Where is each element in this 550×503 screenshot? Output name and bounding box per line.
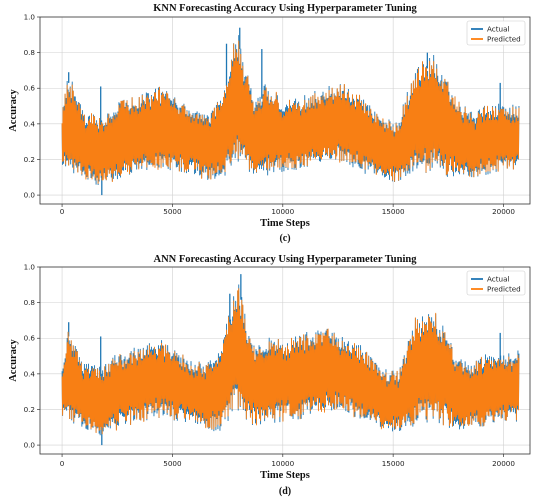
legend-label-predicted: Predicted bbox=[487, 35, 521, 44]
series-actual-line bbox=[61, 284, 520, 436]
chart-panel-d: ANN Forecasting Accuracy Using Hyperpara… bbox=[8, 254, 531, 497]
legend-label-predicted: Predicted bbox=[487, 285, 521, 294]
panel-caption: (c) bbox=[279, 233, 290, 244]
y-tick-label: 1.0 bbox=[24, 263, 36, 272]
y-tick-label: 0.2 bbox=[24, 155, 35, 164]
chart-title: ANN Forecasting Accuracy Using Hyperpara… bbox=[154, 254, 418, 265]
y-tick-label: 0.4 bbox=[24, 119, 36, 128]
y-axis-label: Accuracy bbox=[8, 88, 19, 131]
chart-title: KNN Forecasting Accuracy Using Hyperpara… bbox=[153, 3, 417, 14]
panel-caption: (d) bbox=[279, 486, 291, 497]
y-tick-label: 0.0 bbox=[24, 191, 36, 200]
plot-frame bbox=[39, 266, 531, 455]
x-tick-label: 20000 bbox=[492, 459, 515, 468]
x-tick-label: 0 bbox=[60, 459, 65, 468]
y-tick-label: 0.6 bbox=[24, 334, 36, 343]
x-tick-label: 5000 bbox=[163, 207, 182, 216]
legend-label-actual: Actual bbox=[487, 275, 510, 284]
y-tick-label: 0.0 bbox=[24, 441, 36, 450]
y-axis-label: Accuracy bbox=[8, 338, 19, 381]
series-actual-line bbox=[61, 35, 520, 186]
plot-area bbox=[61, 274, 520, 446]
y-tick-label: 0.8 bbox=[24, 298, 36, 307]
x-axis-label: Time Steps bbox=[260, 218, 310, 229]
y-tick-label: 0.4 bbox=[24, 369, 36, 378]
x-tick-label: 5000 bbox=[163, 459, 182, 468]
series-predicted-line bbox=[61, 288, 520, 435]
legend-label-actual: Actual bbox=[487, 25, 510, 34]
plot-frame bbox=[39, 16, 531, 205]
series-predicted-line bbox=[61, 40, 520, 184]
x-tick-label: 0 bbox=[60, 207, 65, 216]
x-axis-label: Time Steps bbox=[260, 470, 310, 481]
chart-panel-c: KNN Forecasting Accuracy Using Hyperpara… bbox=[8, 3, 531, 244]
y-tick-label: 0.8 bbox=[24, 48, 36, 57]
x-tick-label: 20000 bbox=[492, 207, 515, 216]
x-tick-label: 10000 bbox=[271, 459, 294, 468]
x-tick-label: 10000 bbox=[271, 207, 294, 216]
x-tick-label: 15000 bbox=[382, 207, 405, 216]
y-tick-label: 0.2 bbox=[24, 405, 35, 414]
plot-area bbox=[61, 27, 520, 196]
x-tick-label: 15000 bbox=[382, 459, 405, 468]
y-tick-label: 0.6 bbox=[24, 84, 36, 93]
y-tick-label: 1.0 bbox=[24, 13, 36, 22]
